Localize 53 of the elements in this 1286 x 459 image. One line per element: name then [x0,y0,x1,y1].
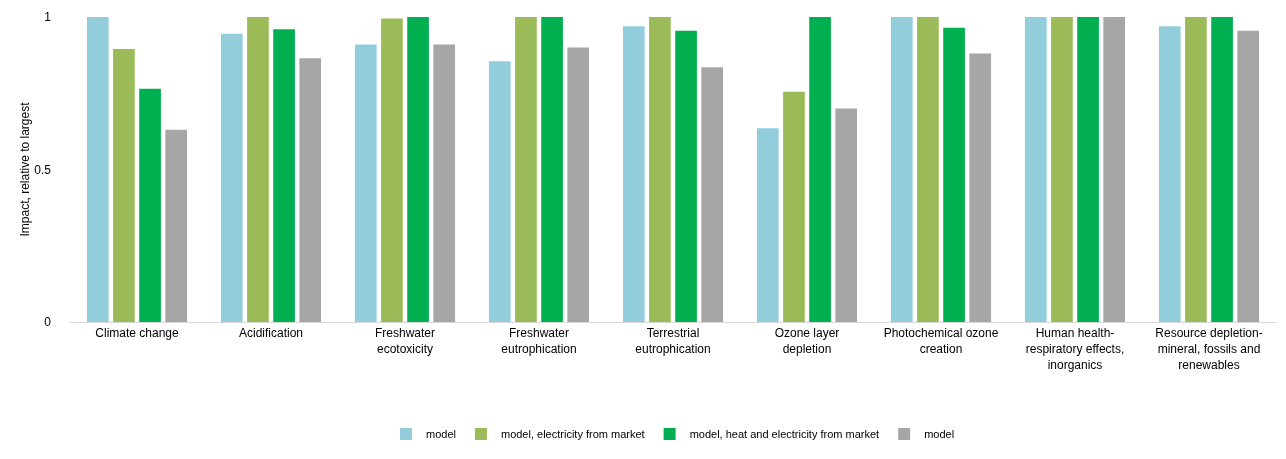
bar [943,27,965,322]
bar [165,129,188,322]
x-tick-label: Resource depletion-mineral, fossils and renewables [1155,326,1263,372]
legend-label: model [426,428,456,441]
bar [783,91,805,322]
x-tick-label: Terrestrial eutrophication [635,326,711,356]
bar [220,33,243,322]
x-tick-label: Acidification [238,326,304,341]
x-tick-label: Ozone layer depletion [774,326,840,356]
legend-label: model, electricity from market [500,428,645,441]
bar [407,17,429,322]
bar [917,17,939,322]
bar [273,29,295,322]
bar [1103,17,1126,322]
bar [299,58,322,322]
y-tick-label: 0.5 [34,162,52,177]
bar [649,17,671,322]
bar [113,49,135,322]
y-axis-title: Impact, relative to largest [18,101,33,237]
bar [969,53,992,322]
bar [622,26,645,322]
legend-label: model, heat and electricity from market [689,428,880,441]
bar [1237,30,1260,322]
bar [1185,17,1207,322]
bar [567,47,590,322]
x-tick-label: Climate change [95,326,180,341]
bar [433,44,456,322]
bar [1051,17,1073,322]
bar [1024,17,1047,322]
x-tick-label: Freshwater ecotoxicity [374,326,436,356]
bar [809,17,831,322]
bar [381,18,403,322]
bar [835,108,858,322]
legend-label: model [924,428,955,441]
bar [1158,26,1181,322]
y-tick-label: 0 [44,315,52,330]
bar [86,17,109,322]
bar [890,17,913,322]
bar [139,88,161,322]
bar [675,30,697,322]
bar [756,128,779,322]
bar [701,67,724,322]
bar [247,17,269,322]
bar [515,17,537,322]
bar [354,44,377,322]
bar [1077,17,1099,322]
x-tick-label: Human health-respiratory effects, inorganics [1025,326,1125,372]
x-tick-label: Photochemical ozone creation [883,326,999,356]
y-tick-label: 1 [44,10,52,25]
x-tick-label: Freshwater eutrophication [501,326,577,356]
bar [488,61,511,322]
bar [541,17,563,322]
bar [1211,17,1233,322]
